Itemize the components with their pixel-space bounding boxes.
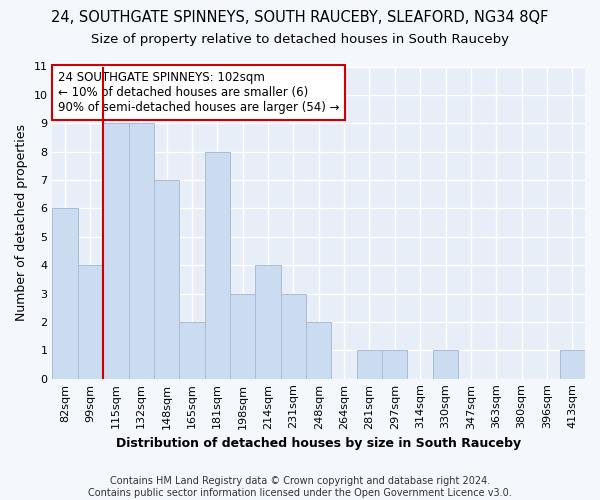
Bar [433, 350, 458, 378]
X-axis label: Distribution of detached houses by size in South Rauceby: Distribution of detached houses by size … [116, 437, 521, 450]
Bar [281, 294, 306, 378]
Bar [382, 350, 407, 378]
Bar [154, 180, 179, 378]
Bar [256, 265, 281, 378]
Text: 24, SOUTHGATE SPINNEYS, SOUTH RAUCEBY, SLEAFORD, NG34 8QF: 24, SOUTHGATE SPINNEYS, SOUTH RAUCEBY, S… [52, 10, 548, 25]
Bar [78, 265, 103, 378]
Bar [357, 350, 382, 378]
Bar [103, 124, 128, 378]
Text: Size of property relative to detached houses in South Rauceby: Size of property relative to detached ho… [91, 32, 509, 46]
Bar [230, 294, 256, 378]
Y-axis label: Number of detached properties: Number of detached properties [15, 124, 28, 321]
Bar [179, 322, 205, 378]
Text: Contains HM Land Registry data © Crown copyright and database right 2024.
Contai: Contains HM Land Registry data © Crown c… [88, 476, 512, 498]
Bar [560, 350, 585, 378]
Text: 24 SOUTHGATE SPINNEYS: 102sqm
← 10% of detached houses are smaller (6)
90% of se: 24 SOUTHGATE SPINNEYS: 102sqm ← 10% of d… [58, 71, 339, 114]
Bar [52, 208, 78, 378]
Bar [205, 152, 230, 378]
Bar [128, 124, 154, 378]
Bar [306, 322, 331, 378]
